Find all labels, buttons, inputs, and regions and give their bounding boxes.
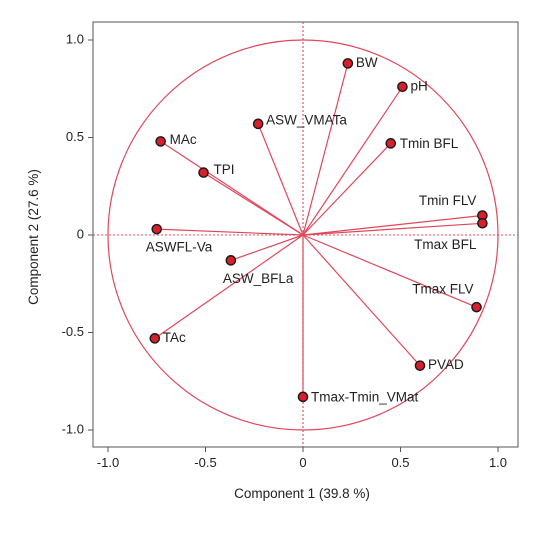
point-label: Tmax FLV xyxy=(412,282,473,297)
loading-vector xyxy=(302,222,483,236)
point-label: TAc xyxy=(163,330,186,345)
x-tick-label: 0 xyxy=(299,455,306,470)
loading-point xyxy=(225,255,237,266)
loading-vector xyxy=(302,142,392,236)
y-tick-label: -1.0 xyxy=(62,421,84,436)
point-label: Tmin BFL xyxy=(400,136,459,151)
loading-vector xyxy=(160,140,304,236)
loading-point xyxy=(151,223,163,235)
loading-vector xyxy=(154,234,304,339)
point-label: MAc xyxy=(170,132,197,147)
point-label: Tmin FLV xyxy=(419,193,477,208)
loading-vector xyxy=(156,228,304,236)
loading-point xyxy=(342,58,354,69)
y-axis-ticks: -1.0 -0.5 0 0.5 1.0 xyxy=(62,31,93,436)
loading-point xyxy=(397,81,408,93)
point-label: ASW_BFLa xyxy=(223,271,294,286)
loading-point xyxy=(477,217,488,229)
point-label: BW xyxy=(356,55,378,70)
point-label: Tmax-Tmin_VMat xyxy=(311,389,419,404)
loading-vectors xyxy=(154,63,483,397)
loading-vector xyxy=(302,234,477,308)
loading-vector xyxy=(230,234,304,261)
loading-vector xyxy=(302,214,483,236)
x-tick-label: 0.5 xyxy=(391,455,409,470)
x-tick-label: -1.0 xyxy=(97,455,119,470)
loading-point xyxy=(385,138,397,149)
point-label: Tmax BFL xyxy=(414,237,477,252)
y-tick-label: 1.0 xyxy=(66,31,84,46)
point-label: TPI xyxy=(214,162,235,177)
loading-point xyxy=(252,118,264,130)
loading-vector xyxy=(203,172,304,236)
loading-point xyxy=(414,360,426,371)
loading-vector xyxy=(257,123,304,236)
point-label: ASWFL-Va xyxy=(146,240,213,255)
loading-point xyxy=(155,136,166,147)
y-tick-label: -0.5 xyxy=(62,324,84,339)
loading-vector xyxy=(302,86,403,236)
x-tick-label: 1.0 xyxy=(489,455,507,470)
unit-circle xyxy=(107,39,499,431)
x-axis-title: Component 1 (39.8 %) xyxy=(234,486,370,501)
loading-vector xyxy=(302,234,421,367)
unit-circle-outline xyxy=(107,39,499,431)
loading-point xyxy=(198,167,209,178)
point-label: ASW_VMATa xyxy=(266,112,347,127)
loading-point xyxy=(297,391,309,403)
loading-point xyxy=(471,301,482,313)
point-labels: BW pH ASW_VMATa Tmin BFL MAc TPI Tmin FLV Tmax … xyxy=(146,55,477,404)
x-tick-label: -0.5 xyxy=(194,455,216,470)
y-axis-title: Component 2 (27.6 %) xyxy=(26,169,41,305)
point-label: pH xyxy=(410,78,427,93)
y-tick-label: 0 xyxy=(77,226,84,241)
loading-point xyxy=(149,333,161,344)
loading-vector xyxy=(302,63,349,236)
y-tick-label: 0.5 xyxy=(66,129,84,144)
point-label: PVAD xyxy=(428,357,464,372)
loading-points xyxy=(149,58,488,403)
x-axis-ticks: -1.0 -0.5 0 0.5 1.0 xyxy=(97,447,507,470)
